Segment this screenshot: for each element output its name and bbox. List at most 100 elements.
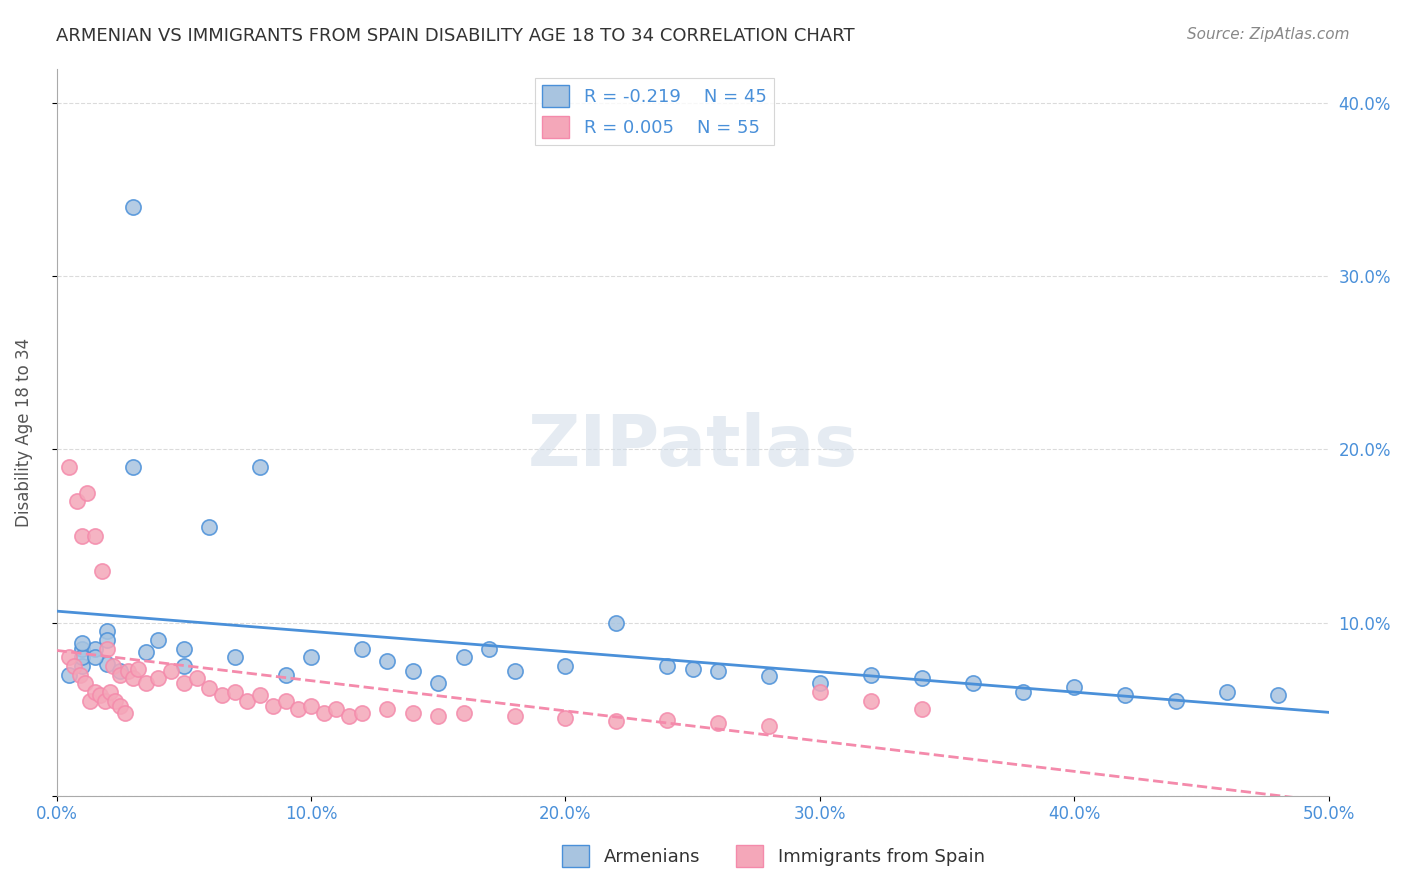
Point xyxy=(312,706,335,720)
Point xyxy=(148,632,170,647)
Point xyxy=(211,689,233,703)
Point xyxy=(554,711,576,725)
Point xyxy=(122,671,145,685)
Point xyxy=(402,664,425,678)
Point xyxy=(427,676,450,690)
Point xyxy=(96,641,118,656)
Point xyxy=(962,676,984,690)
Point xyxy=(859,693,882,707)
Point xyxy=(682,662,704,676)
Text: ZIPatlas: ZIPatlas xyxy=(527,412,858,481)
Point xyxy=(274,667,297,681)
Point xyxy=(605,714,627,729)
Point xyxy=(605,615,627,630)
Point xyxy=(911,671,934,685)
Point xyxy=(122,200,145,214)
Point xyxy=(127,662,149,676)
Point xyxy=(70,650,93,665)
Point xyxy=(503,664,526,678)
Point xyxy=(859,667,882,681)
Point xyxy=(135,645,157,659)
Point xyxy=(58,650,80,665)
Point xyxy=(117,664,139,678)
Point xyxy=(402,706,425,720)
Point xyxy=(58,667,80,681)
Point xyxy=(377,654,399,668)
Point xyxy=(76,485,98,500)
Text: ARMENIAN VS IMMIGRANTS FROM SPAIN DISABILITY AGE 18 TO 34 CORRELATION CHART: ARMENIAN VS IMMIGRANTS FROM SPAIN DISABI… xyxy=(56,27,855,45)
Point xyxy=(104,693,127,707)
Point xyxy=(83,529,105,543)
Point xyxy=(325,702,347,716)
Point xyxy=(135,676,157,690)
Point xyxy=(96,632,118,647)
Point xyxy=(350,706,373,720)
Legend: R = -0.219    N = 45, R = 0.005    N = 55: R = -0.219 N = 45, R = 0.005 N = 55 xyxy=(536,78,773,145)
Point xyxy=(554,659,576,673)
Point xyxy=(224,650,246,665)
Point xyxy=(198,520,221,534)
Point xyxy=(79,693,101,707)
Point xyxy=(122,459,145,474)
Point xyxy=(96,624,118,639)
Point xyxy=(70,641,93,656)
Point xyxy=(70,636,93,650)
Legend: Armenians, Immigrants from Spain: Armenians, Immigrants from Spain xyxy=(555,838,991,874)
Point xyxy=(94,693,117,707)
Point xyxy=(707,716,730,731)
Point xyxy=(91,564,114,578)
Point xyxy=(173,659,195,673)
Point xyxy=(83,685,105,699)
Point xyxy=(1267,689,1289,703)
Point xyxy=(160,664,183,678)
Point xyxy=(453,706,475,720)
Point xyxy=(453,650,475,665)
Point xyxy=(70,529,93,543)
Point xyxy=(63,659,86,673)
Point xyxy=(58,459,80,474)
Point xyxy=(503,709,526,723)
Point xyxy=(236,693,259,707)
Point xyxy=(110,698,132,713)
Point xyxy=(911,702,934,716)
Point xyxy=(657,713,679,727)
Point xyxy=(758,719,780,733)
Point xyxy=(337,709,360,723)
Point xyxy=(83,650,105,665)
Point xyxy=(262,698,284,713)
Point xyxy=(758,669,780,683)
Y-axis label: Disability Age 18 to 34: Disability Age 18 to 34 xyxy=(15,337,32,526)
Point xyxy=(110,664,132,678)
Text: Source: ZipAtlas.com: Source: ZipAtlas.com xyxy=(1187,27,1350,42)
Point xyxy=(1012,685,1035,699)
Point xyxy=(1114,689,1136,703)
Point xyxy=(173,641,195,656)
Point xyxy=(70,659,93,673)
Point xyxy=(427,709,450,723)
Point xyxy=(148,671,170,685)
Point xyxy=(98,685,121,699)
Point xyxy=(1164,693,1187,707)
Point xyxy=(73,676,96,690)
Point xyxy=(224,685,246,699)
Point xyxy=(1216,685,1239,699)
Point xyxy=(173,676,195,690)
Point xyxy=(101,659,124,673)
Point xyxy=(89,689,111,703)
Point xyxy=(808,676,831,690)
Point xyxy=(299,650,322,665)
Point xyxy=(657,659,679,673)
Point xyxy=(110,667,132,681)
Point xyxy=(287,702,309,716)
Point xyxy=(350,641,373,656)
Point xyxy=(249,689,271,703)
Point xyxy=(707,664,730,678)
Point xyxy=(478,641,501,656)
Point xyxy=(66,494,89,508)
Point xyxy=(198,681,221,696)
Point xyxy=(186,671,208,685)
Point xyxy=(377,702,399,716)
Point xyxy=(114,706,136,720)
Point xyxy=(274,693,297,707)
Point xyxy=(83,641,105,656)
